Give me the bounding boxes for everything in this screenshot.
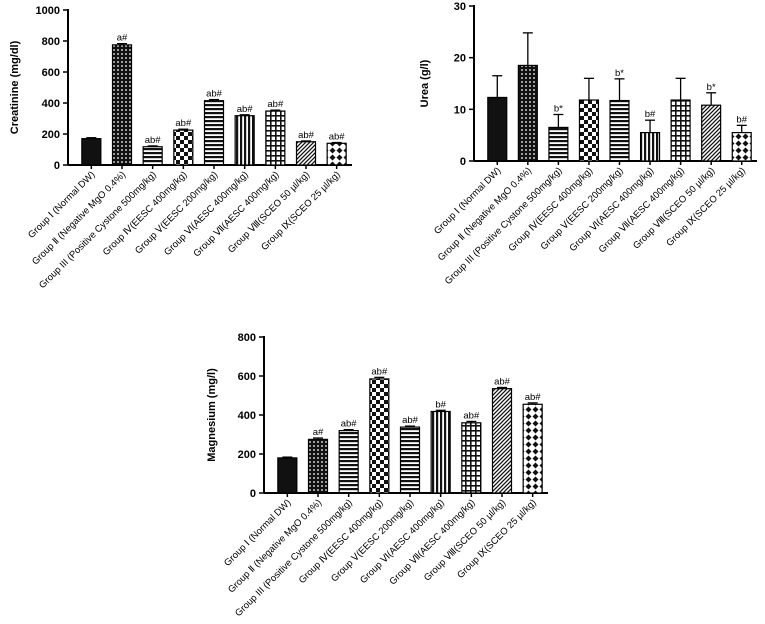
y-tick-label: 800 <box>238 332 256 344</box>
data-label: b* <box>707 82 716 93</box>
y-tick-label: 400 <box>42 98 60 110</box>
bar <box>173 129 194 166</box>
y-tick-label: 0 <box>54 160 60 172</box>
category-label: Group III (Positive Cystone 500mg/kg) <box>443 165 565 287</box>
y-tick-label: 20 <box>454 53 466 65</box>
bar <box>203 100 225 166</box>
bar <box>307 438 329 494</box>
bar <box>548 126 569 162</box>
bar <box>369 378 390 494</box>
bar <box>326 142 347 166</box>
bar <box>639 131 661 162</box>
bar <box>517 64 538 162</box>
y-tick-label: 1000 <box>36 5 60 17</box>
data-label: ab# <box>341 419 358 430</box>
bar <box>731 131 752 162</box>
bar <box>277 457 298 494</box>
y-tick-label: 0 <box>460 156 466 168</box>
data-label: ab# <box>402 415 419 426</box>
data-label: ab# <box>525 392 542 403</box>
bar <box>491 388 513 494</box>
bar <box>487 96 508 162</box>
bar <box>430 410 451 494</box>
y-tick-label: 200 <box>238 449 256 461</box>
data-label: a# <box>313 427 324 438</box>
bar <box>578 99 600 162</box>
y-axis-title: Creatinine (mg/dl) <box>9 40 21 134</box>
y-tick-label: 400 <box>238 410 256 422</box>
data-label: ab# <box>206 89 223 100</box>
bar <box>338 430 359 494</box>
y-tick-label: 800 <box>42 36 60 48</box>
bar <box>142 146 163 166</box>
bar <box>81 138 102 166</box>
bar <box>234 115 255 166</box>
y-axis-title: Magnesium (mg/l) <box>206 368 218 462</box>
y-tick-label: 600 <box>42 67 60 79</box>
bar <box>701 104 722 162</box>
bar <box>265 110 286 166</box>
data-label: b# <box>645 109 656 120</box>
y-tick-label: 10 <box>454 104 466 116</box>
y-tick-label: 0 <box>250 488 256 500</box>
y-tick-label: 600 <box>238 371 256 383</box>
data-label: ab# <box>463 410 480 421</box>
data-label: ab# <box>175 118 192 129</box>
bar <box>609 99 630 162</box>
data-label: b* <box>615 68 624 79</box>
data-label: ab# <box>371 366 388 377</box>
data-label: ab# <box>298 130 315 141</box>
data-label: b* <box>554 104 563 115</box>
y-tick-label: 30 <box>454 1 466 13</box>
bar <box>522 403 543 494</box>
bar <box>111 44 133 166</box>
bar <box>670 99 691 162</box>
category-label: Group III (Positive Cystone 500mg/kg) <box>233 497 355 619</box>
y-axis-title: Urea (g/l) <box>419 59 431 107</box>
creatinine-chart: 0 200 400 600 800 1000 Creatinine (mg/dl) Group… <box>9 5 352 291</box>
data-label: ab# <box>145 135 162 146</box>
bar <box>399 426 421 494</box>
data-label: ab# <box>494 377 511 388</box>
bar <box>295 141 317 166</box>
data-label: b# <box>736 114 747 125</box>
data-label: ab# <box>329 132 346 143</box>
category-label: Group III (Positive Cystone 500mg/kg) <box>37 169 159 291</box>
data-label: b# <box>435 399 446 410</box>
y-tick-label: 200 <box>42 129 60 141</box>
bar <box>461 422 482 494</box>
data-label: a# <box>117 33 128 44</box>
data-label: ab# <box>267 99 284 110</box>
data-label: ab# <box>237 104 254 115</box>
